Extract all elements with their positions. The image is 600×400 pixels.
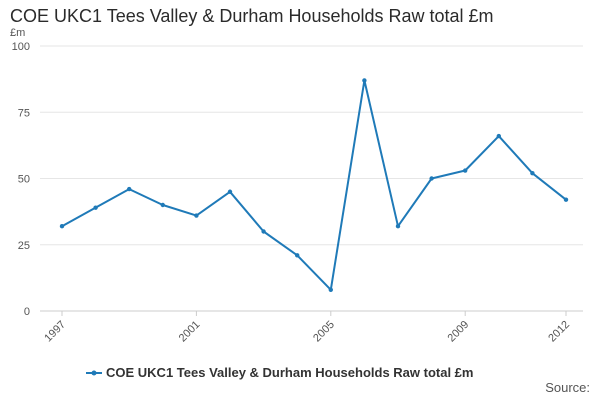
y-tick-label: 0 <box>24 306 30 318</box>
axis-layer: 0 25 50 75 100 £m 1997 2001 2005 2009 2012 <box>10 27 583 344</box>
data-point <box>429 176 434 181</box>
data-point <box>194 213 199 218</box>
data-point <box>395 224 401 229</box>
data-point <box>530 171 535 176</box>
chart-title: COE UKC1 Tees Valley & Durham Households… <box>10 6 494 26</box>
y-tick-label: 25 <box>18 240 30 252</box>
data-point <box>328 287 333 292</box>
grid-layer <box>40 45 583 246</box>
x-tick-label: 2009 <box>446 319 472 345</box>
x-tick-label: 2001 <box>177 319 203 345</box>
data-point <box>496 133 501 139</box>
series-line <box>61 79 567 291</box>
series-layer <box>59 78 569 292</box>
data-point <box>227 189 233 194</box>
data-point <box>463 168 468 173</box>
x-tick-label: 2005 <box>311 319 337 345</box>
data-point <box>127 186 132 192</box>
data-point <box>261 229 266 234</box>
legend-label[interactable]: COE UKC1 Tees Valley & Durham Households… <box>106 365 474 380</box>
y-tick-label: 50 <box>18 174 30 186</box>
data-point <box>362 78 367 83</box>
data-point <box>295 253 300 258</box>
data-point <box>160 202 165 208</box>
legend-point-marker <box>91 370 97 376</box>
x-tick-label: 1997 <box>42 319 68 345</box>
x-tick-label: 2012 <box>546 319 572 345</box>
data-point <box>59 224 65 229</box>
data-point <box>93 205 98 210</box>
data-point <box>563 197 569 202</box>
source-label: Source: <box>545 380 590 395</box>
y-tick-label: 100 <box>12 41 30 53</box>
y-axis-unit-label: £m <box>10 27 25 39</box>
legend-layer <box>86 370 102 376</box>
y-tick-label: 75 <box>18 107 30 119</box>
